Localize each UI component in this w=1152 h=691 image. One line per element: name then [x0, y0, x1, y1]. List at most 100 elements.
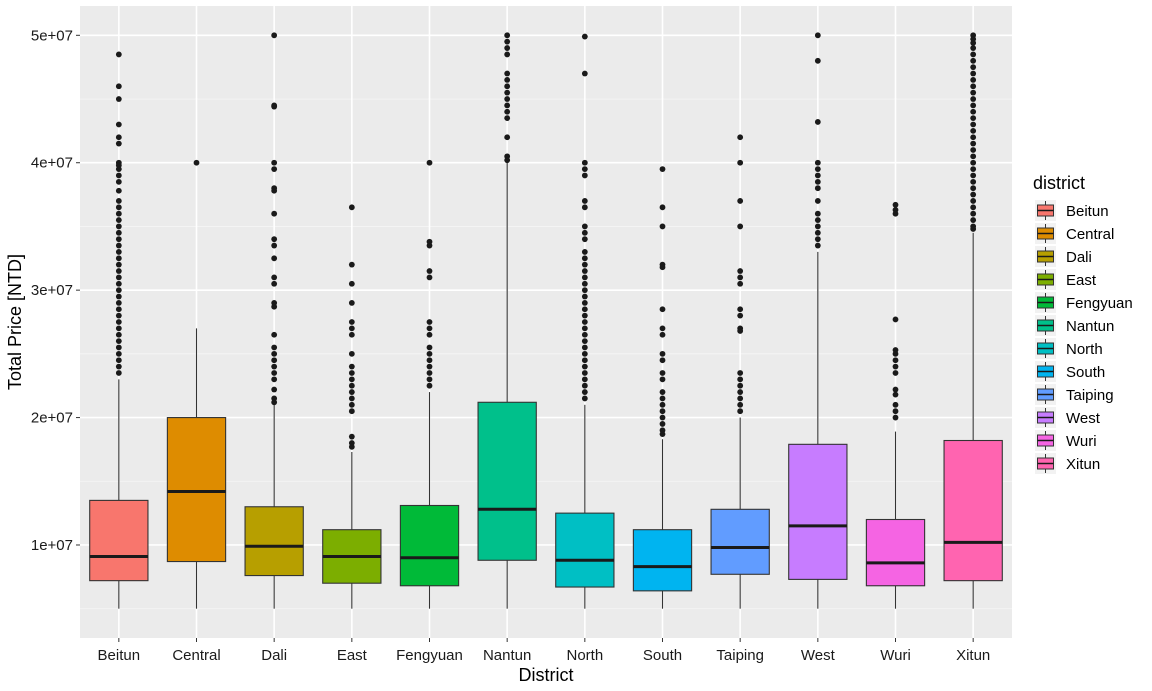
- box-iqr: [477, 401, 537, 561]
- outlier-point: [659, 431, 666, 438]
- outlier-point: [348, 363, 355, 370]
- outlier-point: [737, 274, 744, 281]
- outlier-point: [271, 363, 278, 370]
- outlier-point: [581, 363, 588, 370]
- outlier-point: [581, 280, 588, 287]
- outlier-point: [814, 236, 821, 243]
- outlier-point: [737, 268, 744, 274]
- legend-label: North: [1066, 341, 1103, 358]
- outlier-point: [737, 312, 744, 319]
- box-iqr: [632, 529, 693, 592]
- outlier-point: [271, 159, 278, 166]
- outlier-point: [504, 83, 511, 90]
- outlier-point: [737, 223, 744, 230]
- outlier-point: [970, 57, 977, 64]
- outlier-point: [115, 370, 122, 376]
- outlier-point: [581, 312, 588, 319]
- x-tick-label: East: [337, 647, 368, 664]
- outlier-point: [115, 121, 122, 128]
- outlier-point: [271, 255, 278, 262]
- outlier-point: [348, 382, 355, 389]
- outlier-point: [970, 77, 977, 83]
- box-iqr: [865, 518, 926, 587]
- outlier-point: [659, 223, 666, 230]
- outlier-point: [970, 191, 977, 198]
- outlier-point: [892, 201, 899, 208]
- outlier-point: [970, 96, 977, 102]
- outlier-point: [426, 159, 433, 166]
- outlier-point: [970, 204, 977, 211]
- outlier-point: [581, 159, 588, 166]
- outlier-point: [115, 293, 122, 300]
- outlier-point: [659, 264, 666, 271]
- outlier-point: [504, 32, 511, 39]
- box-west: [788, 32, 848, 609]
- legend-item-taiping: Taiping: [1035, 384, 1114, 405]
- outlier-point: [970, 198, 977, 204]
- outlier-point: [426, 350, 433, 357]
- outlier-point: [892, 357, 899, 364]
- box-fengyuan: [399, 159, 460, 609]
- outlier-point: [737, 198, 744, 204]
- outlier-point: [348, 325, 355, 332]
- outlier-point: [581, 306, 588, 313]
- outlier-point: [737, 389, 744, 395]
- outlier-point: [271, 357, 278, 364]
- legend-label: Central: [1066, 226, 1114, 243]
- outlier-point: [737, 382, 744, 389]
- outlier-point: [348, 395, 355, 402]
- outlier-point: [581, 236, 588, 243]
- x-axis-title: District: [519, 665, 574, 685]
- outlier-point: [504, 115, 511, 122]
- outlier-point: [115, 319, 122, 325]
- outlier-point: [504, 70, 511, 77]
- outlier-point: [115, 280, 122, 287]
- outlier-point: [970, 210, 977, 217]
- box-iqr: [166, 417, 227, 563]
- legend-label: Dali: [1066, 249, 1092, 266]
- x-tick-label: West: [801, 647, 836, 664]
- outlier-point: [970, 178, 977, 185]
- x-tick-label: Dali: [261, 647, 287, 664]
- x-tick-label: Xitun: [956, 647, 990, 664]
- legend-item-south: South: [1035, 361, 1105, 382]
- legend-item-dali: Dali: [1035, 246, 1092, 267]
- outlier-point: [115, 83, 122, 90]
- outlier-point: [659, 421, 666, 427]
- outlier-point: [271, 303, 278, 310]
- outlier-point: [271, 32, 278, 39]
- outlier-point: [504, 51, 511, 58]
- outlier-point: [426, 376, 433, 383]
- outlier-point: [892, 316, 899, 323]
- outlier-point: [504, 38, 511, 45]
- box-east: [322, 204, 382, 609]
- outlier-point: [271, 331, 278, 338]
- outlier-point: [892, 363, 899, 370]
- outlier-point: [659, 166, 666, 172]
- x-tick-label: Fengyuan: [396, 647, 463, 664]
- outlier-point: [426, 242, 433, 249]
- outlier-point: [659, 370, 666, 376]
- outlier-point: [271, 274, 278, 281]
- outlier-point: [970, 217, 977, 223]
- outlier-point: [814, 166, 821, 172]
- outlier-point: [970, 127, 977, 134]
- outlier-point: [581, 166, 588, 172]
- outlier-point: [271, 236, 278, 243]
- outlier-point: [581, 172, 588, 179]
- outlier-point: [892, 210, 899, 217]
- outlier-point: [115, 223, 122, 230]
- outlier-point: [271, 350, 278, 357]
- outlier-point: [892, 401, 899, 408]
- outlier-point: [659, 401, 666, 408]
- outlier-point: [814, 198, 821, 204]
- y-tick-label: 4e+07: [31, 155, 73, 172]
- outlier-point: [814, 242, 821, 249]
- outlier-point: [271, 376, 278, 383]
- outlier-point: [970, 70, 977, 77]
- outlier-point: [892, 370, 899, 376]
- outlier-point: [504, 108, 511, 115]
- box-wuri: [865, 201, 926, 609]
- outlier-point: [814, 119, 821, 125]
- outlier-point: [115, 249, 122, 255]
